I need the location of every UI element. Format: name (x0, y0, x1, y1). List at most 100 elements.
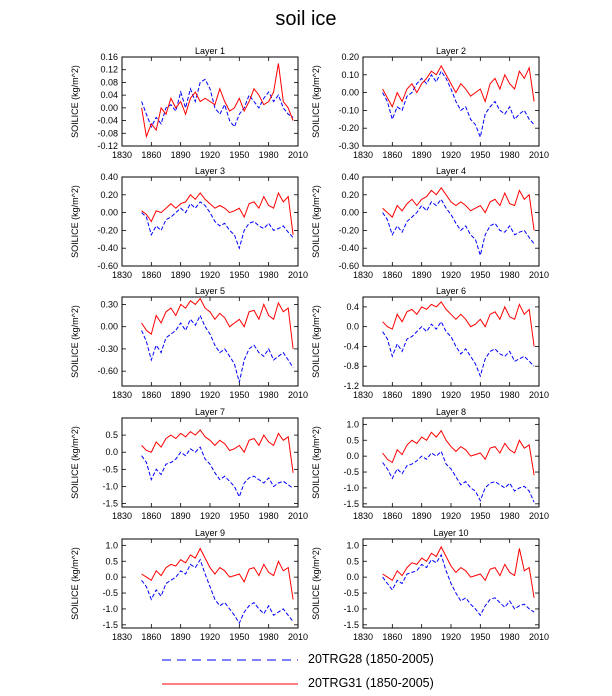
x-tick-label: 1830 (112, 632, 132, 642)
x-tick-label: 1950 (470, 390, 490, 400)
series-line-20trg31-layer-1 (141, 63, 294, 139)
x-tick-label: 1860 (141, 270, 161, 280)
x-tick-label: 1830 (112, 390, 132, 400)
panel-frame-layer-6 (362, 296, 540, 387)
panel-title-layer-4: Layer 4 (436, 166, 466, 176)
x-tick-label: 2010 (529, 632, 549, 642)
y-axis-label-layer-5: SOILICE (kg/m^2) (70, 305, 80, 378)
x-tick-label: 1830 (353, 632, 373, 642)
x-tick-label: 2010 (288, 150, 308, 160)
y-tick-label: 0.0 (346, 451, 359, 461)
x-tick-label: 1950 (470, 632, 490, 642)
series-line-20trg28-layer-4 (382, 198, 535, 258)
x-tick-label: 1950 (470, 511, 490, 521)
series-line-20trg31-layer-3 (141, 191, 294, 235)
x-tick-label: 1980 (500, 150, 520, 160)
panel-title-layer-1: Layer 1 (195, 46, 225, 56)
x-tick-label: 1950 (470, 150, 490, 160)
x-tick-label: 1950 (229, 511, 249, 521)
x-tick-label: 1890 (171, 390, 191, 400)
panel-frame-layer-8 (362, 417, 540, 508)
y-tick-label: -0.12 (97, 141, 118, 151)
y-tick-label: -0.20 (338, 123, 359, 133)
y-tick-label: 0.20 (341, 190, 359, 200)
series-line-20trg28-layer-8 (382, 450, 535, 503)
y-tick-label: -1.0 (343, 604, 359, 614)
y-tick-label: 0.00 (100, 322, 118, 332)
series-line-20trg28-layer-3 (141, 201, 294, 250)
x-tick-label: 1920 (441, 511, 461, 521)
y-tick-label: 1.0 (105, 540, 118, 550)
series-line-20trg28-layer-2 (382, 70, 535, 139)
x-tick-label: 1980 (259, 390, 279, 400)
legend-label-20trg31: 20TRG31 (1850-2005) (308, 676, 434, 690)
x-tick-label: 1860 (141, 390, 161, 400)
y-tick-label: 0.5 (105, 556, 118, 566)
y-tick-label: -0.40 (338, 243, 359, 253)
panel-title-layer-8: Layer 8 (436, 407, 466, 417)
series-line-20trg31-layer-8 (382, 429, 535, 476)
panel-title-layer-7: Layer 7 (195, 407, 225, 417)
panel-title-layer-6: Layer 6 (436, 286, 466, 296)
x-tick-label: 1920 (200, 390, 220, 400)
y-axis-label-layer-7: SOILICE (kg/m^2) (70, 426, 80, 499)
y-tick-label: -0.60 (97, 261, 118, 271)
x-tick-label: 1830 (112, 511, 132, 521)
x-tick-label: 2010 (529, 511, 549, 521)
x-tick-label: 2010 (288, 270, 308, 280)
y-axis-label-layer-9: SOILICE (kg/m^2) (70, 547, 80, 620)
x-tick-label: 1980 (500, 270, 520, 280)
x-tick-label: 1920 (441, 632, 461, 642)
panel-frame-layer-3 (121, 176, 299, 267)
y-tick-label: 0.10 (341, 70, 359, 80)
x-tick-label: 1860 (382, 150, 402, 160)
y-tick-label: -0.5 (102, 464, 118, 474)
y-tick-label: -1.5 (343, 620, 359, 630)
x-tick-label: 1920 (200, 511, 220, 521)
legend-item-20trg28: 20TRG28 (1850-2005) (160, 652, 460, 672)
y-tick-label: -0.04 (97, 116, 118, 126)
y-tick-label: 0.30 (100, 299, 118, 309)
series-line-20trg28-layer-10 (382, 553, 535, 617)
y-tick-label: -0.30 (338, 141, 359, 151)
y-tick-label: -0.30 (97, 344, 118, 354)
y-tick-label: -0.10 (338, 105, 359, 115)
panel-title-layer-10: Layer 10 (433, 528, 468, 538)
panel-title-layer-9: Layer 9 (195, 528, 225, 538)
x-tick-label: 1860 (382, 270, 402, 280)
x-tick-label: 1950 (229, 390, 249, 400)
y-tick-label: -1.0 (102, 481, 118, 491)
y-axis-label-layer-3: SOILICE (kg/m^2) (70, 185, 80, 258)
series-line-20trg31-layer-9 (141, 547, 294, 600)
x-tick-label: 1890 (171, 511, 191, 521)
series-line-20trg28-layer-1 (141, 78, 294, 129)
y-tick-label: -0.5 (102, 588, 118, 598)
y-axis-label-layer-2: SOILICE (kg/m^2) (311, 65, 321, 138)
x-tick-label: 1830 (353, 390, 373, 400)
panel-title-layer-5: Layer 5 (195, 286, 225, 296)
y-tick-label: -0.4 (343, 341, 359, 351)
figure-title: soil ice (275, 8, 337, 30)
x-tick-label: 1950 (229, 632, 249, 642)
y-axis-label-layer-4: SOILICE (kg/m^2) (311, 185, 321, 258)
x-tick-label: 1890 (171, 632, 191, 642)
y-tick-label: 0.4 (346, 302, 359, 312)
y-axis-label-layer-1: SOILICE (kg/m^2) (70, 65, 80, 138)
y-tick-label: -1.0 (343, 483, 359, 493)
x-tick-label: 2010 (529, 390, 549, 400)
x-tick-label: 1920 (441, 270, 461, 280)
x-tick-label: 1980 (500, 632, 520, 642)
panel-frame-layer-9 (121, 538, 299, 629)
y-tick-label: -1.2 (343, 381, 359, 391)
x-tick-label: 1860 (382, 632, 402, 642)
y-tick-label: 0.40 (100, 172, 118, 182)
y-tick-label: -0.8 (343, 361, 359, 371)
series-line-20trg31-layer-10 (382, 545, 535, 598)
x-tick-label: 2010 (529, 270, 549, 280)
series-line-20trg31-layer-4 (382, 186, 535, 231)
y-tick-label: 0.04 (100, 90, 118, 100)
x-tick-label: 1830 (353, 270, 373, 280)
panel-frame-layer-5 (121, 296, 299, 387)
x-tick-label: 1890 (412, 511, 432, 521)
